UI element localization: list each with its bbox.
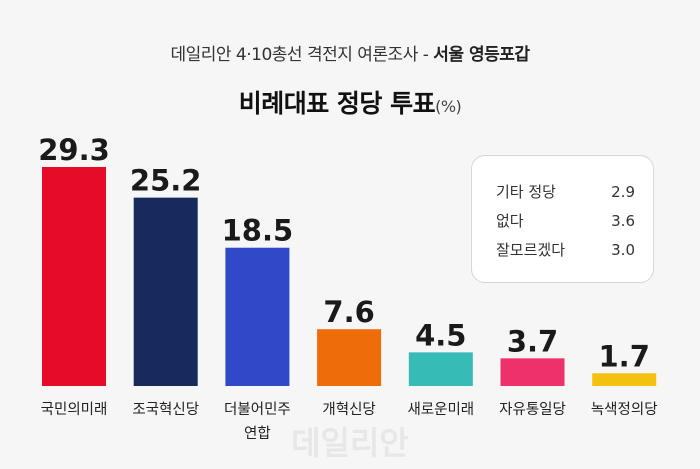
subtitle-region: 서울 영등포갑 bbox=[433, 45, 530, 65]
category-label: 국민의미래 bbox=[41, 401, 108, 418]
data-label: 4.5 bbox=[415, 318, 466, 352]
others-row: 잘모르겠다 3.0 bbox=[496, 236, 635, 265]
data-label: 25.2 bbox=[130, 164, 202, 198]
subtitle-main: 데일리안 4·10총선 격전지 여론조사 - bbox=[170, 45, 434, 65]
category-label: 연합 bbox=[244, 425, 271, 442]
category-label: 개혁신당 bbox=[322, 401, 375, 418]
bar bbox=[500, 358, 565, 386]
category-label: 더불어민주 bbox=[224, 401, 291, 418]
chart-title-main: 비례대표 정당 투표 bbox=[238, 89, 436, 118]
chart-title-unit: (%) bbox=[435, 97, 462, 116]
bar bbox=[408, 352, 473, 386]
category-label: 새로운미래 bbox=[407, 401, 474, 418]
bar bbox=[592, 373, 657, 386]
others-row: 없다 3.6 bbox=[496, 207, 635, 236]
others-label: 기타 정당 bbox=[496, 183, 556, 201]
chart-subtitle: 데일리안 4·10총선 격전지 여론조사 - 서울 영등포갑 bbox=[0, 40, 700, 65]
category-label: 조국혁신당 bbox=[132, 401, 199, 418]
others-value: 3.6 bbox=[611, 212, 635, 230]
others-label: 없다 bbox=[496, 212, 524, 230]
others-value: 2.9 bbox=[611, 183, 635, 201]
chart-title: 비례대표 정당 투표(%) bbox=[0, 84, 700, 120]
others-label: 잘모르겠다 bbox=[496, 241, 566, 259]
others-value: 3.0 bbox=[611, 241, 635, 259]
others-row: 기타 정당 2.9 bbox=[496, 178, 635, 207]
bar bbox=[317, 329, 382, 386]
bar bbox=[225, 247, 290, 386]
data-label: 7.6 bbox=[323, 295, 374, 329]
bar bbox=[42, 167, 106, 386]
bar bbox=[133, 197, 198, 386]
watermark-logo: 데일리안 bbox=[291, 424, 409, 462]
others-box: 기타 정당 2.9 없다 3.6 잘모르겠다 3.0 bbox=[471, 155, 654, 283]
category-label: 자유통일당 bbox=[499, 401, 566, 418]
category-label: 녹색정의당 bbox=[591, 401, 658, 418]
data-label: 18.5 bbox=[222, 214, 294, 248]
data-label: 1.7 bbox=[599, 339, 650, 373]
data-label: 3.7 bbox=[507, 324, 558, 358]
data-label: 29.3 bbox=[38, 133, 110, 167]
